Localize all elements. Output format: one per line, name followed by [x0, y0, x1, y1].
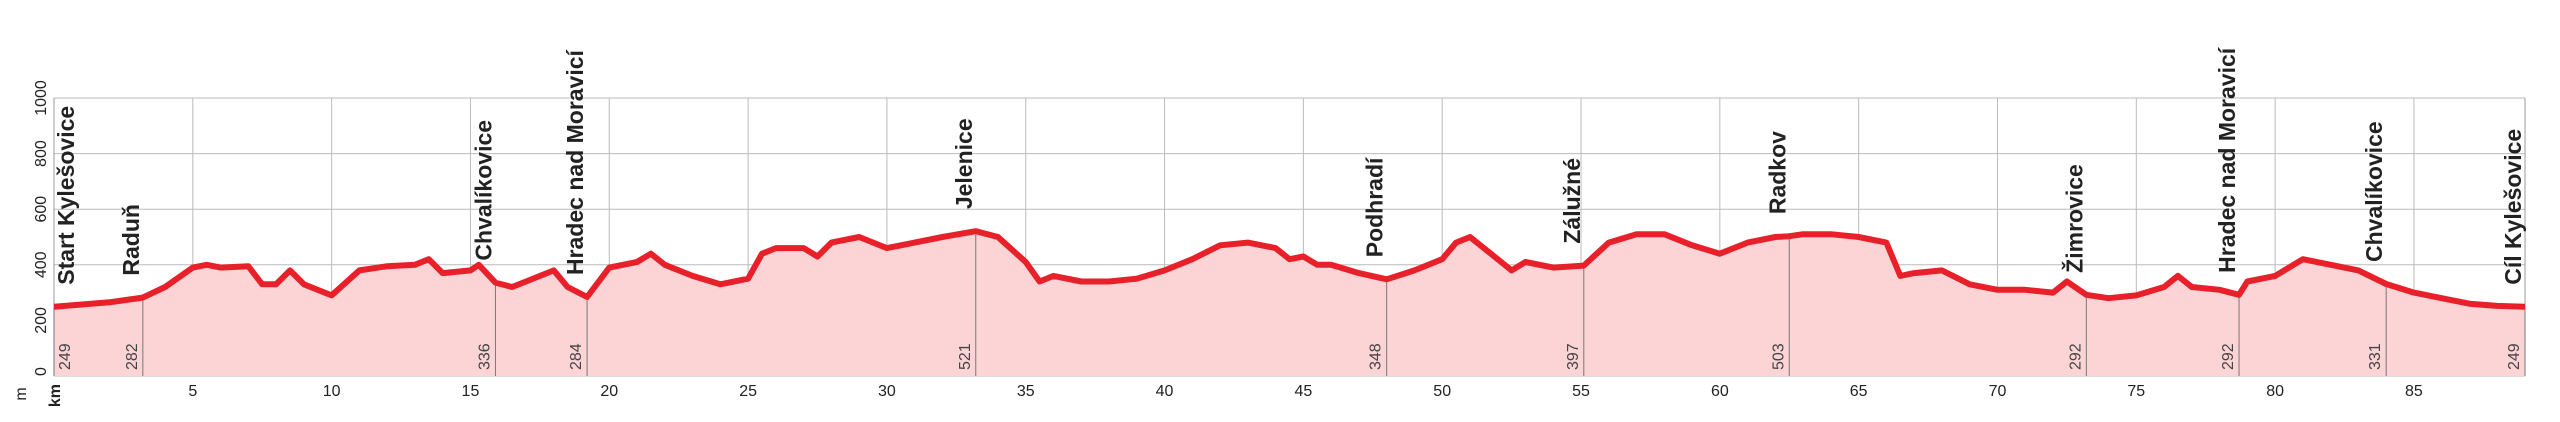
y-tick-label: 0 [33, 367, 50, 376]
waypoint-elevation: 397 [1565, 343, 1582, 370]
x-tick-label: 65 [1850, 383, 1868, 400]
waypoint-elevation: 521 [957, 343, 974, 370]
elevation-area [54, 231, 2525, 376]
waypoint-name: Radkov [1764, 131, 1790, 214]
waypoint-elevation: 331 [2367, 343, 2384, 370]
waypoint-elevation: 282 [124, 343, 141, 370]
waypoint-name: Žimrovice [2060, 164, 2087, 273]
x-tick-label: 60 [1711, 383, 1729, 400]
waypoint-name: Raduň [118, 204, 144, 276]
y-axis-label: m [13, 387, 30, 400]
waypoint-elevation: 336 [476, 343, 493, 370]
waypoint-name: Cíl Kylešovice [2500, 129, 2526, 285]
waypoint-name: Chvalíkovice [2361, 121, 2387, 262]
x-tick-label: 10 [323, 383, 341, 400]
x-tick-label: 50 [1433, 383, 1451, 400]
x-axis-label: km [47, 384, 64, 407]
waypoint-name: Hradec nad Moravicí [2214, 46, 2240, 273]
waypoint-name: Start Kylešovice [53, 106, 79, 285]
y-tick-label: 600 [33, 196, 50, 223]
waypoint-name: Chvalíkovice [470, 120, 496, 261]
x-tick-label: 25 [739, 383, 757, 400]
x-tick-label: 85 [2405, 383, 2423, 400]
x-tick-label: 5 [188, 383, 197, 400]
x-tick-label: 40 [1156, 383, 1174, 400]
waypoint-elevation: 292 [2067, 343, 2084, 370]
waypoint-elevation: 503 [1770, 343, 1787, 370]
waypoint-name: Jelenice [951, 118, 977, 209]
x-tick-label: 55 [1572, 383, 1590, 400]
waypoint-name: Hradec nad Moravicí [562, 48, 588, 275]
y-tick-label: 200 [33, 307, 50, 334]
x-tick-label: 45 [1294, 383, 1312, 400]
x-tick-label: 75 [2127, 383, 2145, 400]
y-tick-label: 400 [33, 251, 50, 278]
waypoint-elevation: 249 [2506, 343, 2523, 370]
x-tick-label: 20 [600, 383, 618, 400]
x-tick-label: 80 [2266, 383, 2284, 400]
x-tick-label: 15 [462, 383, 480, 400]
x-tick-label: 35 [1017, 383, 1035, 400]
elevation-line [53, 228, 2526, 310]
waypoint-name: Zálužné [1559, 158, 1585, 244]
y-tick-label: 1000 [33, 80, 50, 116]
waypoint-elevation: 249 [57, 343, 74, 370]
waypoint-elevation: 292 [2220, 343, 2237, 370]
waypoint-elevation: 348 [1368, 343, 1385, 370]
y-tick-label: 800 [33, 140, 50, 167]
waypoint-name: Podhradí [1362, 156, 1388, 257]
x-tick-label: 30 [878, 383, 896, 400]
x-tick-label: 70 [1989, 383, 2007, 400]
waypoint-elevation: 284 [568, 343, 585, 370]
